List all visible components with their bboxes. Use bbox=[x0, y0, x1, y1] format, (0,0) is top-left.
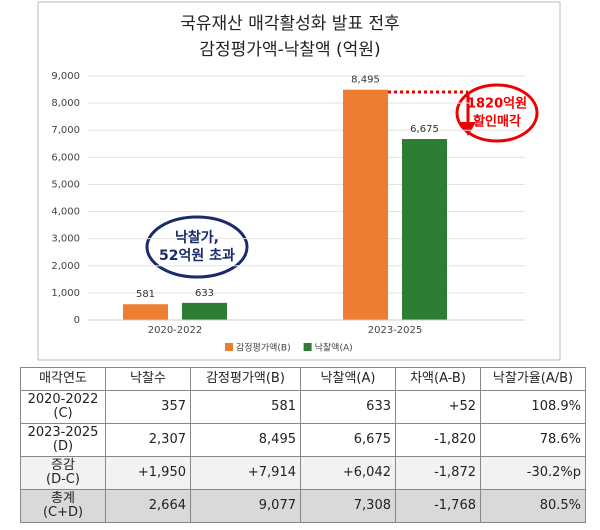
table-cell: -1,872 bbox=[395, 456, 481, 490]
annotation: 할인매각 bbox=[473, 114, 521, 130]
value-label: 6,675 bbox=[410, 124, 439, 135]
legend-label: 낙찰액(A) bbox=[315, 342, 353, 354]
y-tick-label: 9,000 bbox=[51, 71, 80, 82]
table-cell: 8,495 bbox=[190, 423, 301, 457]
chart-subtitle: 감정평가액-낙찰액 (억원) bbox=[199, 40, 380, 60]
chart-frame bbox=[37, 1, 561, 361]
table-cell: +6,042 bbox=[300, 456, 396, 490]
annotation: 낙찰가, bbox=[175, 230, 219, 246]
y-tick-label: 5,000 bbox=[51, 179, 80, 190]
annotation-arrowhead bbox=[460, 122, 476, 136]
table-cell: -1,768 bbox=[395, 489, 481, 523]
table-row: 2020-2022 (C) 357 581 633 +52 108.9% bbox=[20, 390, 586, 424]
table-row: 증감 (D-C) +1,950 +7,914 +6,042 -1,872 -30.2%p bbox=[20, 456, 586, 490]
value-label: 633 bbox=[195, 288, 214, 299]
bar bbox=[343, 89, 388, 321]
table-row: 2023-2025 (D) 2,307 8,495 6,675 -1,820 78.6% bbox=[20, 423, 586, 457]
table-cell: 581 bbox=[190, 390, 301, 424]
annotation-circle bbox=[455, 83, 539, 143]
legend-swatch bbox=[225, 343, 233, 351]
y-tick-label: 8,000 bbox=[51, 98, 80, 109]
table-cell: 108.9% bbox=[480, 390, 586, 424]
table-cell: +52 bbox=[395, 390, 481, 424]
table-cell: 감정평가액(B) bbox=[190, 367, 301, 391]
table-row: 총계 (C+D) 2,664 9,077 7,308 -1,768 80.5% bbox=[20, 489, 586, 523]
y-tick-label: 6,000 bbox=[51, 152, 80, 163]
y-tick-label: 0 bbox=[74, 315, 80, 326]
bar bbox=[182, 302, 227, 320]
table-cell: 2020-2022 (C) bbox=[20, 390, 106, 424]
y-tick-label: 3,000 bbox=[51, 234, 80, 245]
chart: 국유재산 매각활성화 발표 전후 감정평가액-낙찰액 (억원) 0 1,000 2,… bbox=[37, 1, 561, 361]
table-cell: 낙찰수 bbox=[105, 367, 191, 391]
table-cell: 9,077 bbox=[190, 489, 301, 523]
value-label: 8,495 bbox=[351, 75, 380, 86]
table-cell: 357 bbox=[105, 390, 191, 424]
table-cell: -1,820 bbox=[395, 423, 481, 457]
table-cell: -30.2%p bbox=[480, 456, 586, 490]
table-cell: 7,308 bbox=[300, 489, 396, 523]
table-cell: 2023-2025 (D) bbox=[20, 423, 106, 457]
data-table: 매각연도 낙찰수 감정평가액(B) 낙찰액(A) 차액(A-B) 낙찰가율(A/B) 202… bbox=[20, 367, 586, 523]
x-tick-label: 2023-2025 bbox=[368, 325, 423, 336]
table-cell: 총계 (C+D) bbox=[20, 489, 106, 523]
chart-title: 국유재산 매각활성화 발표 전후 bbox=[180, 14, 400, 34]
table-cell: 80.5% bbox=[480, 489, 586, 523]
table-cell: 78.6% bbox=[480, 423, 586, 457]
annotation: 1820억원 bbox=[467, 97, 527, 112]
table-cell: 차액(A-B) bbox=[395, 367, 481, 391]
x-tick-label: 2020-2022 bbox=[148, 325, 203, 336]
table-cell: 633 bbox=[300, 390, 396, 424]
annotation: 52억원 초과 bbox=[159, 248, 235, 264]
table-cell: 증감 (D-C) bbox=[20, 456, 106, 490]
table-header: 매각연도 낙찰수 감정평가액(B) 낙찰액(A) 차액(A-B) 낙찰가율(A/B) bbox=[20, 367, 586, 391]
value-label: 581 bbox=[136, 289, 155, 300]
table-cell: 낙찰액(A) bbox=[300, 367, 396, 391]
table-cell: 2,307 bbox=[105, 423, 191, 457]
table-cell: 2,664 bbox=[105, 489, 191, 523]
y-tick-label: 7,000 bbox=[51, 125, 80, 136]
bar bbox=[402, 139, 447, 320]
bar bbox=[123, 304, 168, 320]
table-cell: +7,914 bbox=[190, 456, 301, 490]
legend-label: 감정평가액(B) bbox=[236, 342, 291, 354]
y-tick-label: 1,000 bbox=[51, 288, 80, 299]
table-cell: 매각연도 bbox=[20, 367, 106, 391]
table-cell: 낙찰가율(A/B) bbox=[480, 367, 586, 391]
y-tick-label: 2,000 bbox=[51, 261, 80, 272]
table-cell: 6,675 bbox=[300, 423, 396, 457]
annotation-circle bbox=[145, 215, 249, 279]
legend-swatch bbox=[303, 343, 312, 351]
table-cell: +1,950 bbox=[105, 456, 191, 490]
y-tick-label: 4,000 bbox=[51, 207, 80, 218]
